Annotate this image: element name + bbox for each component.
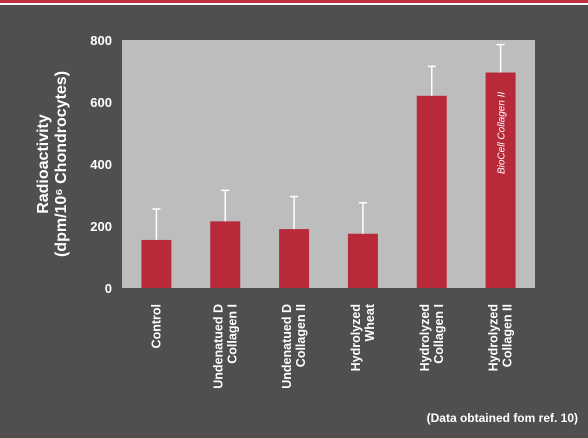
bar bbox=[347, 233, 378, 288]
bars: BioCell Collagen II bbox=[141, 43, 516, 288]
chart-panel: Radioactivity (dpm/10⁶ Chondrocytes) 0 200… bbox=[0, 5, 588, 438]
y-axis-ticks: 0 200 400 600 800 bbox=[90, 33, 112, 296]
top-accent-line bbox=[0, 0, 588, 3]
category-label: Hydrolyzed bbox=[487, 304, 501, 371]
category-label: Collagen II bbox=[294, 304, 308, 367]
y-axis-label-line: (dpm/10⁶ Chondrocytes) bbox=[53, 71, 70, 257]
category-label: Collagen I bbox=[432, 304, 446, 364]
bar bbox=[210, 221, 241, 288]
y-axis-label-line: Radioactivity bbox=[35, 114, 52, 214]
category-label: Undenatued D bbox=[211, 304, 225, 389]
category-labels: Control Undenatued D Collagen I Undenatued … bbox=[149, 303, 514, 389]
bar bbox=[416, 95, 447, 288]
category-label: Undenatued D bbox=[280, 304, 294, 389]
category-label: Collagen II bbox=[501, 304, 515, 367]
source-note: (Data obtained fom ref. 10) bbox=[427, 411, 578, 425]
category-label: Hydrolyzed bbox=[418, 304, 432, 371]
y-axis-label: Radioactivity (dpm/10⁶ Chondrocytes) bbox=[35, 71, 70, 257]
category-label: Control bbox=[149, 304, 163, 348]
bar bbox=[279, 229, 310, 288]
y-tick-label: 800 bbox=[90, 33, 112, 48]
y-tick-label: 200 bbox=[90, 219, 112, 234]
category-label: Wheat bbox=[363, 303, 377, 341]
category-label: Hydrolyzed bbox=[349, 304, 363, 371]
bioceil-collagen-logo-icon: BioCell Collagen II bbox=[497, 92, 508, 174]
y-tick-label: 0 bbox=[105, 281, 112, 296]
y-tick-label: 400 bbox=[90, 157, 112, 172]
bar-chart: Radioactivity (dpm/10⁶ Chondrocytes) 0 200… bbox=[35, 33, 578, 425]
y-tick-label: 600 bbox=[90, 95, 112, 110]
bar-logo-text: BioCell Collagen II bbox=[497, 92, 508, 174]
category-label: Collagen I bbox=[225, 304, 239, 364]
bar bbox=[485, 72, 516, 288]
plot-area bbox=[122, 40, 535, 288]
bar bbox=[141, 239, 172, 288]
